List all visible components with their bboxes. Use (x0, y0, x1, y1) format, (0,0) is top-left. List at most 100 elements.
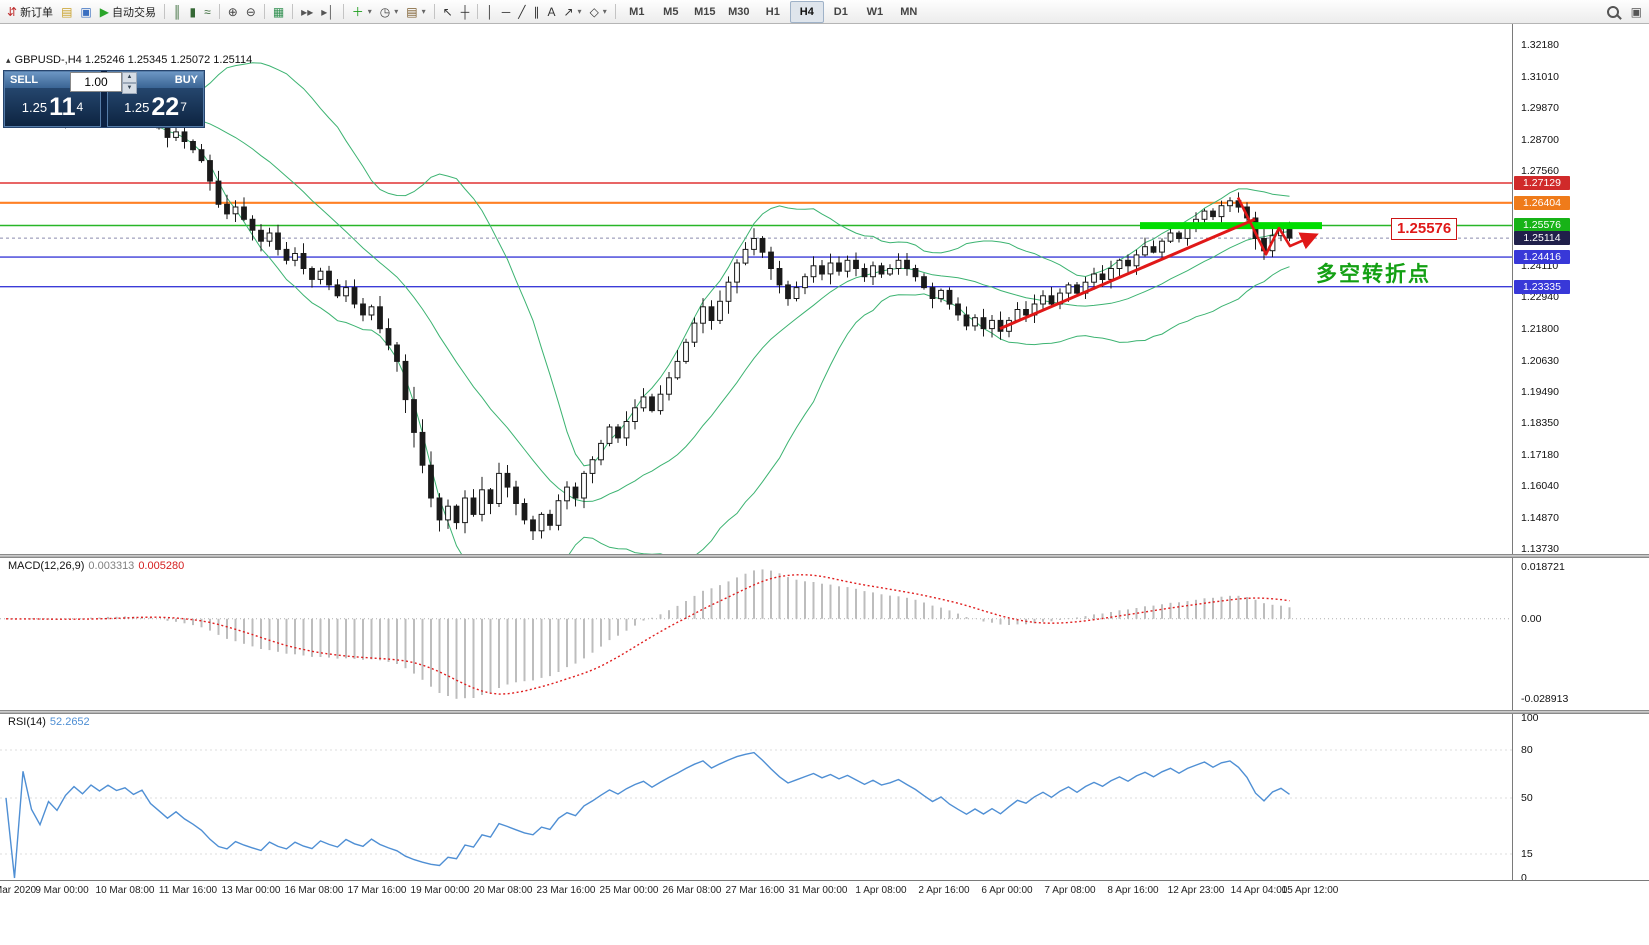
time-tick-label: 27 Mar 16:00 (725, 885, 785, 896)
price-tick-label: 1.31010 (1521, 71, 1559, 83)
cursor-button[interactable]: ↖ (439, 2, 457, 22)
periods-icon: ◷ (379, 4, 391, 19)
chart-shift-button[interactable]: ▸│ (317, 2, 339, 22)
toolbar-separator (263, 4, 265, 19)
price-tick-label: 1.14870 (1521, 511, 1559, 524)
time-tick-label: 15 Apr 12:00 (1281, 885, 1339, 896)
horizontal-line-button[interactable]: ─ (498, 2, 515, 22)
vertical-line-button[interactable]: │ (482, 2, 498, 22)
zoom-out-icon: ⊖ (245, 4, 256, 19)
new-order-button[interactable]: ⇵ 新订单 (3, 2, 57, 22)
price-tick-label: 1.16040 (1521, 479, 1559, 492)
price-badge: 1.26404 (1514, 195, 1570, 210)
time-tick-label: 17 Mar 16:00 (347, 885, 407, 896)
timeframe-m1-button[interactable]: M1 (629, 5, 645, 18)
text-button[interactable]: A (543, 2, 559, 22)
zoom-in-button[interactable]: ⊕ (224, 2, 242, 22)
macd-name: MACD(12,26,9) (8, 560, 85, 572)
crosshair-icon: ┼ (460, 4, 470, 19)
macd-tick-label: 0.018721 (1521, 561, 1565, 574)
grid-button[interactable]: ▦ (269, 2, 288, 22)
timeframe-h1-button[interactable]: H1 (765, 5, 780, 18)
volume-input[interactable] (70, 72, 122, 92)
auto-scroll-button[interactable]: ▸▸ (297, 2, 317, 22)
timeframe-w1-button[interactable]: W1 (866, 5, 884, 18)
sell-price-base: 1.25 (21, 99, 48, 115)
autotrading-button[interactable]: ▶ 自动交易 (96, 2, 160, 22)
macd-signal-value: 0.005280 (138, 560, 185, 572)
time-tick-label: 14 Apr 04:00 (1230, 885, 1288, 896)
toolbar-separator (433, 4, 435, 19)
toolbar-separator (163, 4, 165, 19)
timeframe-m15-button[interactable]: M15 (694, 5, 716, 18)
search-button[interactable] (1603, 2, 1627, 22)
volume-box: ▲ ▼ (70, 72, 140, 94)
main-chart[interactable]: ▴ GBPUSD-,H4 1.25246 1.25345 1.25072 1.2… (0, 24, 1512, 554)
rsi-panel[interactable]: RSI(14) 52.2652 (0, 714, 1512, 880)
crosshair-button[interactable]: ┼ (457, 2, 474, 22)
time-tick-label: 1 Apr 08:00 (855, 885, 907, 896)
indicators-button[interactable]: ＋ ▾ (348, 2, 376, 22)
shapes-icon: ◇ (589, 4, 599, 19)
timeframe-m30-button[interactable]: M30 (728, 5, 750, 18)
time-tick-label: 19 Mar 00:00 (410, 885, 470, 896)
price-tick-label: 1.20630 (1521, 354, 1559, 367)
panel-separator[interactable] (0, 554, 1649, 558)
timeframe-m5-button[interactable]: M5 (663, 5, 679, 18)
candlestick-chart-icon: ▮ (189, 4, 197, 19)
volume-down-button[interactable]: ▼ (122, 83, 137, 94)
price-tick-label: 1.22940 (1521, 291, 1559, 304)
buy-price: 1.25 22 7 (108, 88, 203, 126)
trendline-icon: ╱ (518, 4, 526, 19)
indicators-icon: ＋ (351, 4, 364, 19)
buy-price-base: 1.25 (124, 99, 150, 115)
time-tick-label: 31 Mar 00:00 (788, 885, 848, 896)
time-tick-label: 11 Mar 16:00 (158, 885, 218, 896)
templates-icon: ▤ (406, 4, 418, 19)
volume-up-button[interactable]: ▲ (122, 72, 137, 83)
price-tick-label: 1.28700 (1521, 134, 1559, 147)
line-chart-button[interactable]: ≈ (200, 2, 215, 22)
zoom-out-button[interactable]: ⊖ (242, 2, 260, 22)
panel-separator[interactable] (0, 710, 1649, 714)
timeframe-d1-button[interactable]: D1 (833, 5, 848, 18)
rsi-tick-label: 100 (1521, 714, 1539, 724)
toolbar-separator (614, 4, 616, 19)
candlestick-chart-button[interactable]: ▮ (186, 2, 201, 22)
macd-axis: 0.018721 0.00 -0.028913 (1512, 558, 1649, 710)
bar-chart-button[interactable]: ║ (169, 2, 186, 22)
trendline-button[interactable]: ╱ (514, 2, 529, 22)
new-window-icon: ▣ (1630, 4, 1642, 19)
grid-icon: ▦ (272, 4, 285, 19)
dropdown-caret-icon: ▾ (421, 7, 426, 16)
toolbar: ⇵ 新订单 ▤ ▣ ▶ 自动交易 ║ ▮ ≈ ⊕ ⊖ ▦ ▸▸ ▸│ ＋ ▾ ◷ ▾ ▤ ▾ ↖ ┼ │ ─ ╱ ∥ A ↗ ▾ ◇ ▾ M1… (0, 0, 1649, 24)
templates-button[interactable]: ▤ ▾ (402, 2, 429, 22)
collapse-trade-panel-icon[interactable]: ▴ (6, 54, 11, 65)
line-chart-icon: ≈ (204, 4, 211, 19)
arrows-button[interactable]: ↗ ▾ (559, 2, 585, 22)
rsi-tick-label: 80 (1521, 744, 1533, 756)
sell-price-big: 11 (49, 92, 76, 121)
new-window-button[interactable]: ▣ (1627, 2, 1646, 22)
timeframe-mn-button[interactable]: MN (900, 5, 918, 18)
profiles-icon: ▤ (61, 4, 73, 19)
time-tick-label: 12 Apr 23:00 (1167, 885, 1225, 896)
price-tick-label: 1.21800 (1521, 322, 1559, 335)
timeframe-h4-button[interactable]: H4 (789, 0, 824, 23)
shapes-button[interactable]: ◇ ▾ (586, 2, 611, 22)
sell-price: 1.25 11 4 (5, 88, 100, 126)
price-axis[interactable]: 1.32180 1.31010 1.29870 1.28700 1.27560 1.241… (1512, 24, 1649, 554)
autotrading-icon: ▶ (99, 4, 109, 19)
profiles-button[interactable]: ▤ (57, 2, 76, 22)
macd-value: 0.003313 (88, 560, 135, 572)
macd-canvas (0, 558, 1512, 710)
time-tick-label: 23 Mar 16:00 (536, 885, 596, 896)
toolbar-separator (218, 4, 220, 19)
channel-button[interactable]: ∥ (529, 2, 543, 22)
price-badge: 1.25576 (1514, 218, 1570, 233)
market-watch-button[interactable]: ▣ (76, 2, 95, 22)
periods-button[interactable]: ◷ ▾ (376, 2, 403, 22)
macd-panel[interactable]: MACD(12,26,9) 0.003313 0.005280 (0, 558, 1512, 710)
